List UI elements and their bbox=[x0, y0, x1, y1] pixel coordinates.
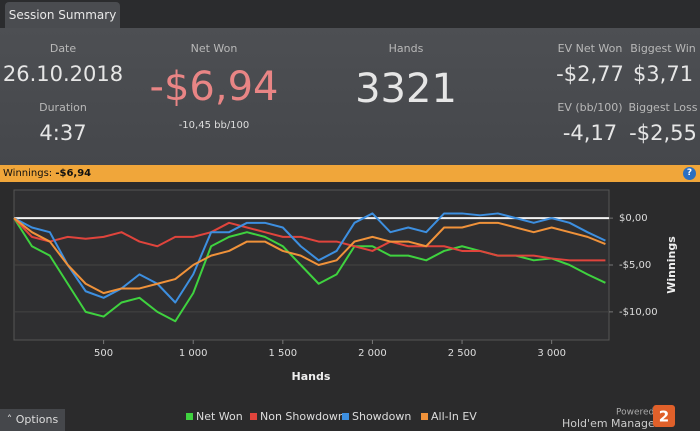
legend-label: All-In EV bbox=[431, 410, 477, 423]
tab[interactable]: Session Summary bbox=[5, 2, 120, 28]
series-line bbox=[13, 217, 606, 262]
winnings-value: -$6,94 bbox=[55, 168, 92, 179]
stat-value: -$2,55 bbox=[629, 121, 697, 145]
stat-sub: -10,45 bb/100 bbox=[178, 120, 250, 131]
legend-swatch bbox=[421, 413, 428, 420]
legend-swatch bbox=[250, 413, 257, 420]
x-tick-label: 1 500 bbox=[269, 348, 298, 359]
stat-label: EV Net Won bbox=[557, 42, 623, 55]
winnings-bar: Winnings: -$6,94 ? bbox=[0, 165, 700, 182]
x-tick-label: 2 500 bbox=[448, 348, 477, 359]
chart: Hands Winnings Powered by Hold'em Manage… bbox=[0, 182, 700, 431]
logo-text: 2 bbox=[659, 408, 669, 426]
series-line bbox=[13, 212, 606, 304]
stat-value: $3,71 bbox=[632, 62, 694, 86]
y-tick-label: -$10,00 bbox=[619, 307, 658, 318]
winnings-label: Winnings: bbox=[3, 168, 53, 179]
legend-label: Net Won bbox=[196, 410, 243, 423]
series-line bbox=[13, 217, 606, 295]
stat-value: 26.10.2018 bbox=[2, 62, 124, 86]
x-axis-title: Hands bbox=[292, 370, 331, 383]
x-tick-label: 1 000 bbox=[179, 348, 208, 359]
stat-value: -4,17 bbox=[562, 121, 618, 145]
legend-swatch bbox=[342, 413, 349, 420]
stat-label: Biggest Loss bbox=[628, 101, 698, 114]
powered-by: Powered by bbox=[616, 408, 669, 418]
stat-value: -$6,94 bbox=[149, 64, 279, 110]
logo bbox=[653, 405, 675, 427]
stat-label: Biggest Win bbox=[630, 42, 696, 55]
stat-value: -$2,77 bbox=[556, 62, 624, 86]
stat-label: Hands bbox=[388, 42, 424, 55]
stat-value: 4:37 bbox=[39, 121, 87, 145]
legend-label: Non Showdown bbox=[260, 410, 345, 423]
stat-value: 3321 bbox=[355, 66, 457, 112]
stat-label: EV (bb/100) bbox=[557, 101, 623, 114]
x-tick-label: 2 000 bbox=[358, 348, 387, 359]
stat-label: Net Won bbox=[190, 42, 238, 55]
legend-swatch bbox=[186, 413, 193, 420]
y-tick-label: $0,00 bbox=[619, 213, 648, 224]
help-button[interactable]: ? bbox=[683, 167, 696, 180]
x-tick-label: 3 000 bbox=[537, 348, 566, 359]
y-tick-label: -$5,00 bbox=[619, 260, 651, 271]
brand: Hold'em Manager bbox=[562, 417, 660, 430]
y-axis-title: Winnings bbox=[665, 236, 678, 294]
options-label: Options bbox=[15, 413, 59, 426]
legend-label: Showdown bbox=[352, 410, 411, 423]
stat-label: Duration bbox=[39, 101, 87, 114]
stat-label: Date bbox=[49, 42, 77, 55]
summary-panel bbox=[0, 28, 700, 165]
options-button[interactable]: ˄ Options bbox=[0, 409, 65, 431]
x-tick-label: 500 bbox=[94, 348, 113, 359]
